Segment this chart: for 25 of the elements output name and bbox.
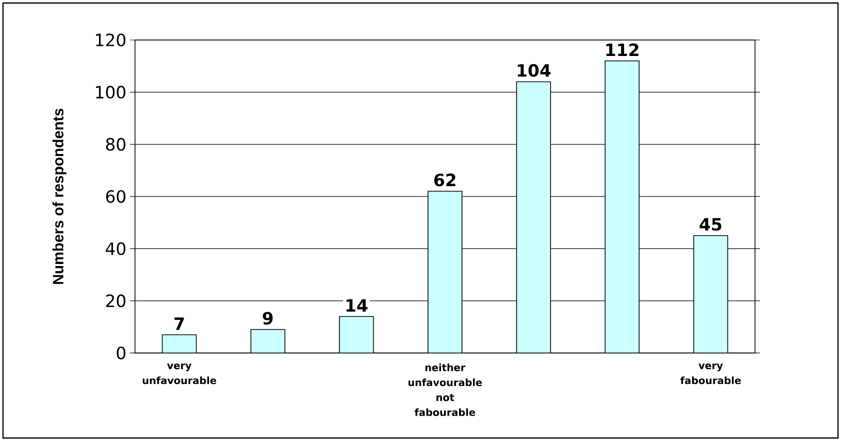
data-label: 9: [262, 312, 273, 325]
y-tick-label: 60: [106, 190, 126, 203]
y-tick-label: 20: [106, 294, 126, 308]
x-tick-label: very unfavourable: [142, 364, 216, 384]
y-tick-label: 80: [106, 138, 126, 151]
data-label: 112: [606, 43, 638, 56]
data-label: 7: [174, 317, 184, 330]
y-axis-title: Numbers of respondents: [52, 108, 66, 284]
bar: [693, 235, 728, 353]
bar: [250, 329, 286, 353]
bar: [516, 81, 551, 353]
y-tick-label: 100: [96, 86, 126, 99]
y-tick-label: 120: [96, 34, 126, 46]
x-tick-label: very fabourable: [680, 364, 741, 384]
bar: [339, 316, 374, 353]
data-label: 14: [346, 299, 368, 312]
data-label: 104: [518, 64, 550, 77]
bar: [604, 60, 640, 353]
x-tick-label: neither unfavourable not fabourable: [408, 363, 482, 416]
y-tick-label: 40: [106, 242, 126, 256]
data-label: 62: [434, 174, 456, 186]
bar: [428, 190, 462, 353]
bar: [162, 334, 197, 353]
y-tick-label: 0: [116, 346, 126, 360]
data-label: 45: [700, 218, 722, 231]
